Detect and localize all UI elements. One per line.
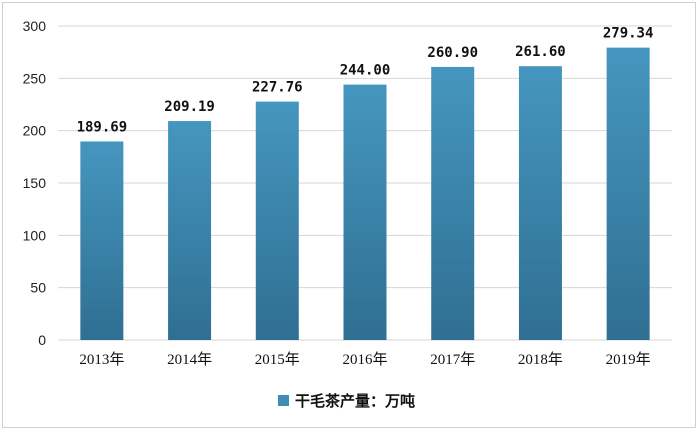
bar (168, 121, 212, 341)
bar (80, 141, 124, 340)
bar (606, 47, 650, 340)
legend-swatch (278, 394, 289, 406)
legend-label: 干毛茶产量：万吨 (295, 391, 416, 410)
x-tick-label: 2015年 (255, 351, 300, 368)
data-label: 244.00 (340, 63, 391, 79)
bar (431, 66, 475, 340)
legend: 干毛茶产量：万吨 (278, 389, 415, 411)
data-labels: 189.69 209.19 227.76 244.00 260.90 261.60 279.… (77, 26, 654, 136)
y-tick-label: 200 (23, 123, 47, 139)
bar (255, 101, 299, 340)
y-tick-label: 300 (23, 18, 47, 34)
bar (518, 66, 562, 340)
x-tick-label: 2013年 (79, 351, 124, 368)
y-tick-label: 100 (23, 227, 47, 243)
x-tick-label: 2018年 (518, 351, 563, 368)
bars (80, 47, 650, 341)
data-label: 209.19 (164, 99, 215, 115)
y-tick-label: 0 (38, 332, 46, 348)
x-tick-label: 2016年 (342, 351, 387, 368)
data-label: 260.90 (427, 45, 478, 61)
x-tick-label: 2019年 (606, 351, 651, 368)
y-tick-label: 50 (30, 280, 46, 296)
data-label: 279.34 (603, 26, 654, 42)
data-label: 189.69 (77, 119, 128, 135)
y-tick-label: 150 (23, 175, 47, 191)
y-axis-ticks: 0 50 100 150 200 250 300 (23, 18, 47, 348)
data-label: 261.60 (515, 44, 566, 60)
data-label: 227.76 (252, 80, 303, 96)
x-axis-ticks: 2013年 2014年 2015年 2016年 2017年 2018年 2019年 (79, 351, 650, 368)
x-tick-label: 2017年 (430, 351, 475, 368)
y-tick-label: 250 (23, 70, 47, 86)
x-tick-label: 2014年 (167, 351, 212, 368)
bar (343, 84, 387, 340)
